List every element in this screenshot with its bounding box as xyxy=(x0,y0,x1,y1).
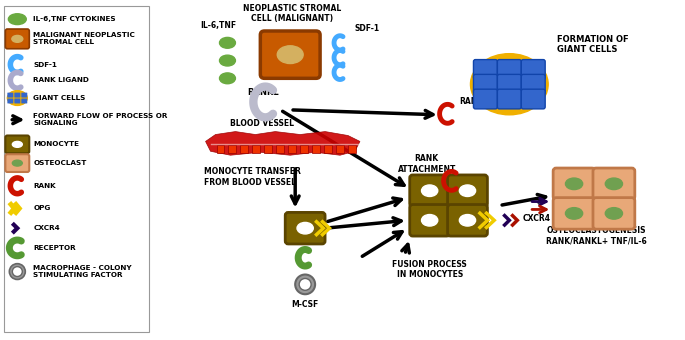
FancyBboxPatch shape xyxy=(593,198,635,229)
Bar xyxy=(216,146,225,153)
FancyBboxPatch shape xyxy=(553,168,595,200)
Text: RANK: RANK xyxy=(460,98,484,106)
FancyBboxPatch shape xyxy=(497,59,521,79)
Bar xyxy=(264,146,272,153)
Polygon shape xyxy=(206,132,360,155)
FancyBboxPatch shape xyxy=(521,59,545,79)
Ellipse shape xyxy=(219,55,236,66)
Bar xyxy=(240,146,249,153)
Text: RECEPTOR: RECEPTOR xyxy=(34,245,76,251)
Text: FORMATION OF
GIANT CELLS: FORMATION OF GIANT CELLS xyxy=(557,35,629,54)
Text: IL-6,TNF CYTOKINES: IL-6,TNF CYTOKINES xyxy=(34,16,116,22)
Text: SDF-1: SDF-1 xyxy=(34,62,57,68)
Ellipse shape xyxy=(219,73,236,84)
FancyBboxPatch shape xyxy=(5,136,29,153)
Text: NEOPLASTIC STROMAL
CELL (MALIGNANT): NEOPLASTIC STROMAL CELL (MALIGNANT) xyxy=(243,3,341,23)
Text: MONOCYTE TRANSFER
FROM BLOOD VESSEL: MONOCYTE TRANSFER FROM BLOOD VESSEL xyxy=(203,167,301,187)
FancyBboxPatch shape xyxy=(285,212,325,244)
Text: BLOOD VESSEL: BLOOD VESSEL xyxy=(230,119,295,128)
FancyBboxPatch shape xyxy=(4,6,149,332)
Bar xyxy=(324,146,332,153)
FancyBboxPatch shape xyxy=(8,92,13,98)
FancyBboxPatch shape xyxy=(521,89,545,109)
Ellipse shape xyxy=(421,185,438,197)
Text: GIANT CELLS: GIANT CELLS xyxy=(34,95,86,101)
FancyBboxPatch shape xyxy=(497,89,521,109)
Text: OSTEOCLASTOGENESIS
RANK/RANKL+ TNF/IL-6: OSTEOCLASTOGENESIS RANK/RANKL+ TNF/IL-6 xyxy=(545,226,647,246)
Ellipse shape xyxy=(565,208,583,219)
Text: MALIGNANT NEOPLASTIC
STROMAL CELL: MALIGNANT NEOPLASTIC STROMAL CELL xyxy=(34,32,135,45)
Text: MACROPHAGE - COLONY
STIMULATING FACTOR: MACROPHAGE - COLONY STIMULATING FACTOR xyxy=(34,265,132,278)
FancyBboxPatch shape xyxy=(447,205,488,236)
Ellipse shape xyxy=(12,35,23,42)
Bar xyxy=(336,146,344,153)
FancyBboxPatch shape xyxy=(593,168,635,200)
FancyBboxPatch shape xyxy=(521,74,545,94)
Text: RANK: RANK xyxy=(34,183,56,189)
FancyBboxPatch shape xyxy=(260,31,320,78)
FancyBboxPatch shape xyxy=(447,175,488,206)
FancyBboxPatch shape xyxy=(14,99,21,103)
FancyBboxPatch shape xyxy=(5,154,29,172)
Bar xyxy=(229,146,236,153)
FancyBboxPatch shape xyxy=(410,175,449,206)
Bar xyxy=(252,146,260,153)
Ellipse shape xyxy=(297,222,313,234)
FancyBboxPatch shape xyxy=(5,29,29,49)
Ellipse shape xyxy=(460,215,475,226)
Text: OPG: OPG xyxy=(34,205,51,211)
Ellipse shape xyxy=(12,141,23,147)
Bar xyxy=(300,146,308,153)
Text: RANK LIGAND: RANK LIGAND xyxy=(34,77,89,83)
Ellipse shape xyxy=(565,178,583,190)
Text: RANKL: RANKL xyxy=(247,88,279,97)
Text: RANK
ATTACHMENT: RANK ATTACHMENT xyxy=(397,154,456,174)
Ellipse shape xyxy=(12,160,23,166)
Circle shape xyxy=(295,274,315,294)
FancyBboxPatch shape xyxy=(497,74,521,94)
Text: FUSION PROCESS
IN MONOCYTES: FUSION PROCESS IN MONOCYTES xyxy=(393,260,467,279)
FancyBboxPatch shape xyxy=(21,99,27,103)
Text: MONOCYTE: MONOCYTE xyxy=(34,141,79,147)
Ellipse shape xyxy=(8,91,27,105)
Bar xyxy=(348,146,356,153)
Text: M-CSF: M-CSF xyxy=(292,300,319,309)
Ellipse shape xyxy=(471,54,548,115)
Ellipse shape xyxy=(421,215,438,226)
Ellipse shape xyxy=(8,14,26,24)
Ellipse shape xyxy=(277,46,303,64)
Ellipse shape xyxy=(460,185,475,197)
Text: FORWARD FLOW OF PROCESS OR
SIGNALING: FORWARD FLOW OF PROCESS OR SIGNALING xyxy=(34,113,168,126)
FancyBboxPatch shape xyxy=(14,92,21,98)
Text: CXCR4: CXCR4 xyxy=(34,225,60,231)
Circle shape xyxy=(299,278,311,290)
FancyBboxPatch shape xyxy=(473,59,497,79)
Text: OSTEOCLAST: OSTEOCLAST xyxy=(34,160,86,166)
Circle shape xyxy=(12,267,23,276)
Bar xyxy=(312,146,320,153)
Text: SDF-1: SDF-1 xyxy=(355,23,380,33)
FancyBboxPatch shape xyxy=(410,205,449,236)
FancyBboxPatch shape xyxy=(21,92,27,98)
Ellipse shape xyxy=(606,208,623,219)
FancyBboxPatch shape xyxy=(473,74,497,94)
Bar xyxy=(276,146,284,153)
Ellipse shape xyxy=(219,37,236,48)
Bar xyxy=(288,146,296,153)
Text: IL-6,TNF: IL-6,TNF xyxy=(201,21,236,30)
FancyBboxPatch shape xyxy=(8,99,13,103)
Circle shape xyxy=(10,264,25,279)
FancyBboxPatch shape xyxy=(473,89,497,109)
FancyBboxPatch shape xyxy=(553,198,595,229)
Text: CXCR4: CXCR4 xyxy=(522,214,550,223)
Ellipse shape xyxy=(606,178,623,190)
